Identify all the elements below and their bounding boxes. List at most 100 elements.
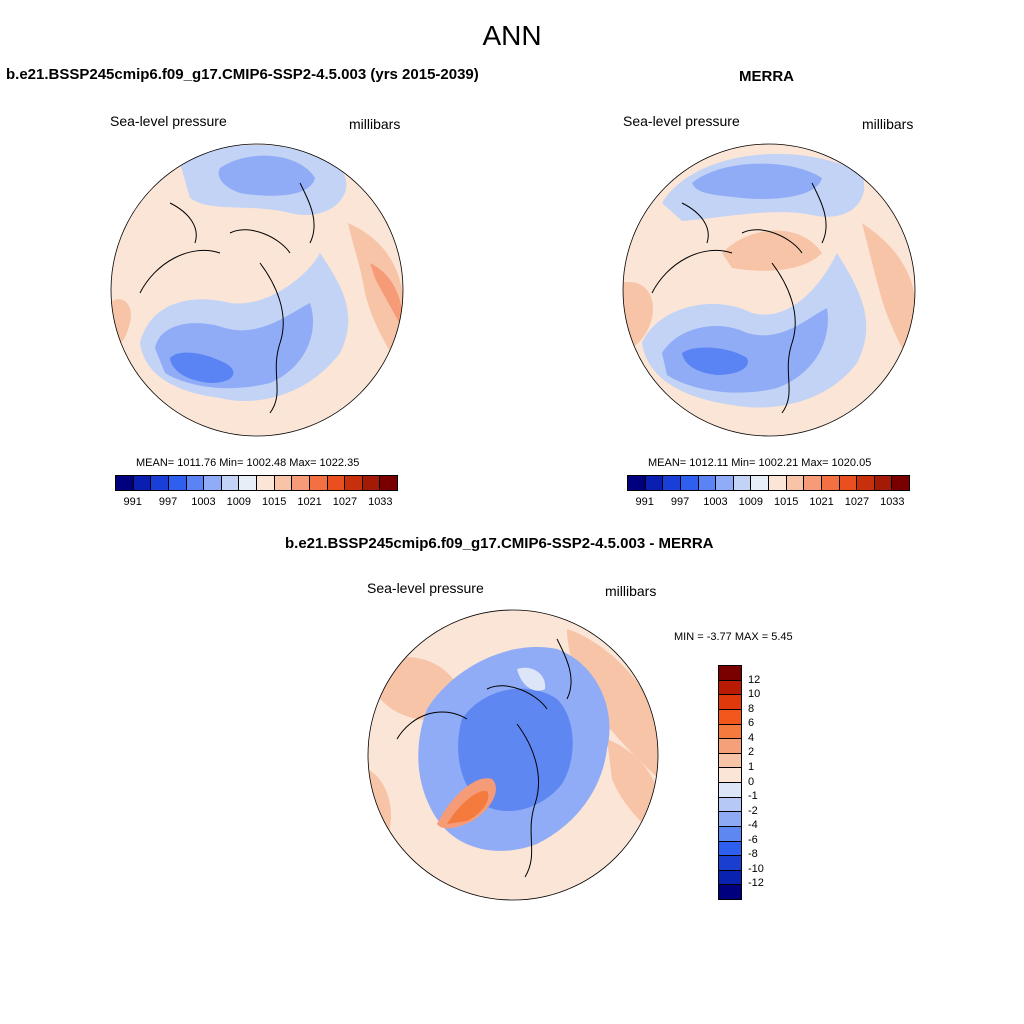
panel-model-colorbar-swatch: [151, 476, 169, 490]
panel-diff-colorbar-ticks: 12 10 8 6 4 2 1 0 -1 -2 -4 -6 -8 -10 -12: [748, 665, 788, 898]
panel-diff-colorbar-tick-label: 6: [748, 717, 755, 730]
panel-obs-colorbar-swatch: [628, 476, 646, 490]
panel-diff-colorbar-swatch: [719, 797, 741, 813]
panel-diff-colorbar-swatch: [719, 783, 741, 798]
panel-model-colorbar-tick-label: 1003: [191, 496, 216, 508]
panel-obs-colorbar: [627, 475, 910, 491]
panel-obs-colorbar-swatch: [645, 476, 664, 490]
panel-obs-colorbar-swatch: [680, 476, 699, 490]
panel-diff-colorbar-tick-label: 2: [748, 746, 755, 759]
panel-diff-colorbar-swatch: [719, 856, 741, 871]
panel-obs-variable: Sea-level pressure: [623, 113, 740, 129]
panel-diff-colorbar-tick-label: -2: [748, 804, 758, 817]
panel-obs-map: [622, 143, 916, 437]
panel-model-variable: Sea-level pressure: [110, 113, 227, 129]
panel-diff-colorbar-swatch: [719, 739, 741, 754]
panel-model-colorbar-tick-label: 991: [123, 496, 142, 508]
panel-diff-units: millibars: [605, 583, 657, 599]
panel-model-colorbar-swatch: [116, 476, 134, 490]
panel-obs-colorbar-swatch: [716, 476, 734, 490]
panel-obs-colorbar-tick-label: 1003: [703, 496, 728, 508]
panel-model-colorbar-swatch: [292, 476, 310, 490]
panel-model-colorbar-swatch: [133, 476, 152, 490]
panel-diff-colorbar-tick-label: 0: [748, 775, 755, 788]
panel-diff-colorbar-tick-label: 1: [748, 760, 755, 773]
figure-title: ANN: [482, 20, 542, 51]
panel-diff-colorbar-tick-label: 10: [748, 688, 761, 701]
panel-obs-colorbar-tick-label: 997: [670, 496, 690, 508]
panel-diff-colorbar-tick-label: 8: [748, 702, 755, 715]
panel-model-colorbar-swatch: [257, 476, 275, 490]
panel-obs-colorbar-swatch: [892, 476, 909, 490]
panel-diff-colorbar-tick-label: -1: [748, 790, 758, 803]
panel-obs-colorbar-swatch: [663, 476, 681, 490]
panel-obs-colorbar-swatch: [839, 476, 858, 490]
panel-obs-colorbar-swatch: [698, 476, 717, 490]
panel-model-colorbar-tick-label: 1015: [261, 496, 287, 508]
panel-obs-colorbar-swatch: [733, 476, 752, 490]
panel-model-colorbar-swatch: [327, 476, 346, 490]
panel-obs-colorbar-swatch: [804, 476, 822, 490]
panel-diff-colorbar-tick-label: -10: [748, 862, 764, 875]
panel-diff-colorbar-swatch: [719, 870, 741, 886]
panel-diff-variable: Sea-level pressure: [367, 580, 484, 596]
panel-diff-colorbar: [718, 665, 742, 900]
panel-diff-colorbar-tick-label: -8: [748, 848, 758, 861]
panel-model-colorbar-swatch: [362, 476, 381, 490]
panel-model-map: [110, 143, 404, 437]
panel-obs-stats: MEAN= 1012.11 Min= 1002.21 Max= 1020.05: [648, 457, 872, 469]
panel-model-units: millibars: [349, 116, 401, 132]
panel-diff-colorbar-swatch: [719, 753, 741, 769]
panel-obs-colorbar-swatch: [874, 476, 893, 490]
panel-obs-colorbar-ticks: 991 997 1003 1009 1015 1021 1027 1033: [627, 496, 910, 510]
panel-model-colorbar-tick-label: 1021: [297, 496, 322, 508]
panel-diff-stats: MIN = -3.77 MAX = 5.45: [674, 631, 793, 643]
panel-obs-colorbar-tick-label: 1033: [880, 496, 905, 508]
panel-diff-colorbar-tick-label: 12: [748, 673, 761, 686]
panel-diff-map: [367, 609, 659, 901]
panel-model-colorbar-swatch: [274, 476, 293, 490]
panel-obs-units: millibars: [862, 116, 914, 132]
panel-model-colorbar-tick-label: 1027: [332, 496, 358, 508]
panel-diff-colorbar-tick-label: -6: [748, 833, 758, 846]
panel-model-title: b.e21.BSSP245cmip6.f09_g17.CMIP6-SSP2-4.…: [6, 66, 479, 83]
panel-diff-title: b.e21.BSSP245cmip6.f09_g17.CMIP6-SSP2-4.…: [285, 535, 714, 552]
panel-diff-colorbar-swatch: [719, 826, 741, 842]
panel-diff-colorbar-tick-label: -4: [748, 819, 758, 832]
panel-obs-colorbar-swatch: [857, 476, 875, 490]
panel-model-colorbar-swatch: [168, 476, 187, 490]
panel-model-colorbar-tick-label: 1009: [226, 496, 252, 508]
panel-obs-colorbar-tick-label: 1009: [738, 496, 764, 508]
panel-diff-colorbar-swatch: [719, 695, 741, 710]
panel-obs-colorbar-swatch: [821, 476, 840, 490]
panel-model-colorbar: [115, 475, 398, 491]
panel-diff-colorbar-swatch: [719, 680, 741, 696]
panel-model-colorbar-swatch: [221, 476, 240, 490]
panel-obs-colorbar-tick-label: 1027: [844, 496, 870, 508]
panel-obs-colorbar-swatch: [751, 476, 769, 490]
panel-model-stats: MEAN= 1011.76 Min= 1002.48 Max= 1022.35: [136, 457, 360, 469]
panel-obs-title: MERRA: [739, 68, 794, 85]
panel-obs-colorbar-tick-label: 1021: [809, 496, 834, 508]
panel-diff-colorbar-swatch: [719, 841, 741, 857]
panel-diff-colorbar-tick-label: 4: [748, 731, 755, 744]
panel-diff-colorbar-swatch: [719, 885, 741, 899]
panel-model-colorbar-swatch: [380, 476, 397, 490]
panel-diff-colorbar-tick-label: -12: [748, 877, 764, 890]
panel-model-colorbar-ticks: 991 997 1003 1009 1015 1021 1027 1033: [115, 496, 398, 510]
panel-diff-colorbar-swatch: [719, 724, 741, 740]
panel-obs-colorbar-swatch: [786, 476, 805, 490]
panel-obs-colorbar-swatch: [769, 476, 787, 490]
panel-model-colorbar-swatch: [309, 476, 328, 490]
panel-model-colorbar-tick-label: 997: [158, 496, 178, 508]
panel-obs-colorbar-tick-label: 991: [635, 496, 654, 508]
panel-diff-colorbar-swatch: [719, 709, 741, 725]
panel-obs-colorbar-tick-label: 1015: [773, 496, 799, 508]
panel-diff-colorbar-swatch: [719, 666, 741, 681]
panel-model-colorbar-swatch: [204, 476, 222, 490]
panel-diff-colorbar-swatch: [719, 812, 741, 827]
panel-model-colorbar-swatch: [239, 476, 257, 490]
panel-diff-colorbar-swatch: [719, 768, 741, 783]
panel-model-colorbar-swatch: [345, 476, 363, 490]
panel-model-colorbar-tick-label: 1033: [368, 496, 393, 508]
